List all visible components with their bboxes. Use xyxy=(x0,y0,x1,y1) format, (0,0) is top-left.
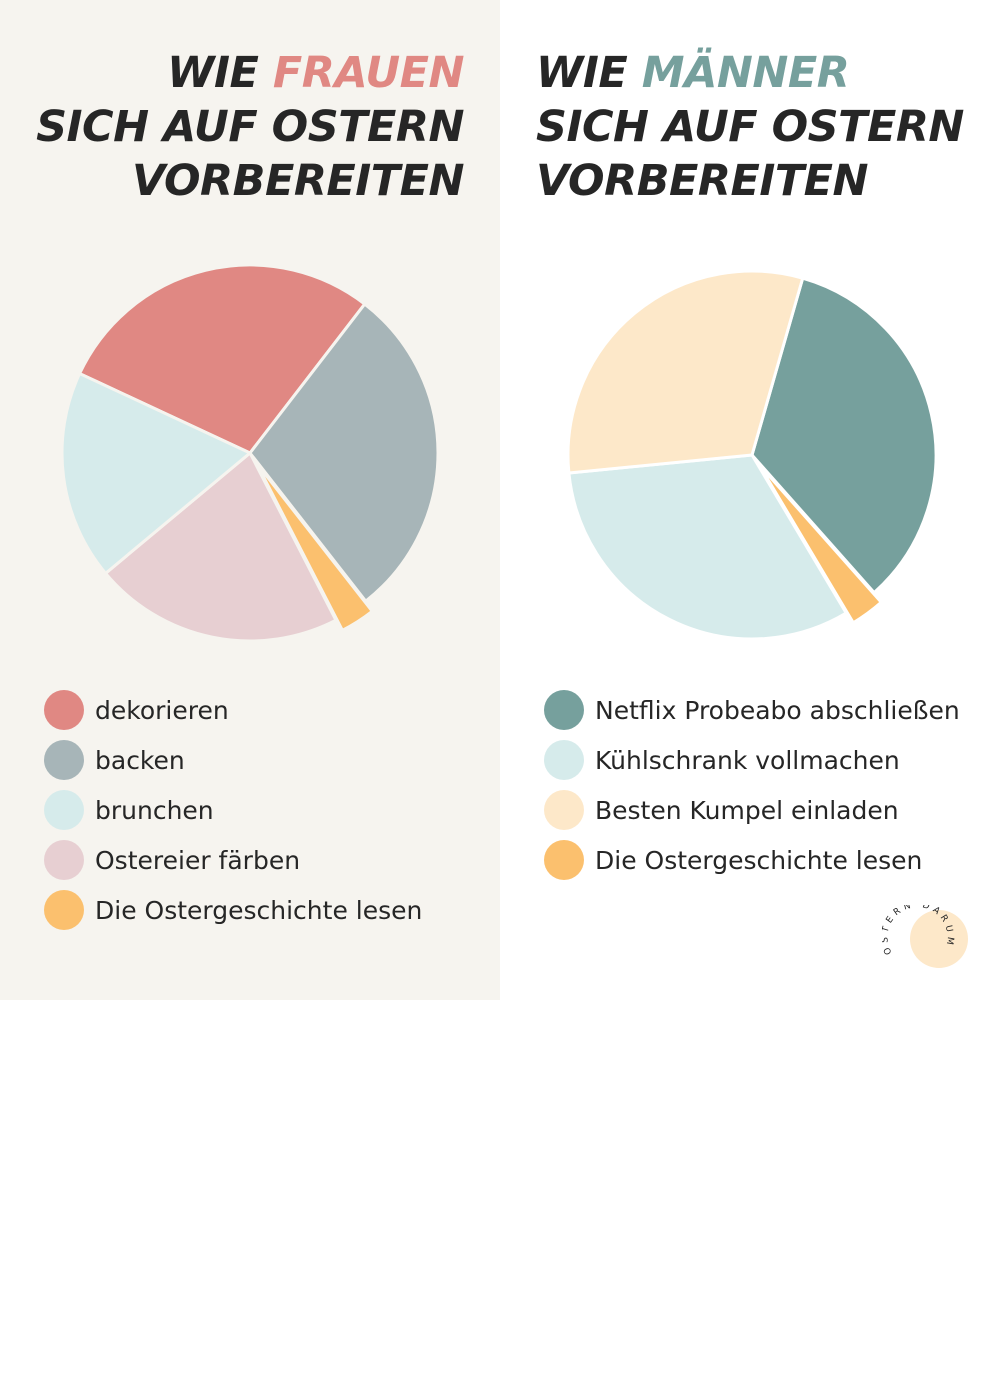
men-legend-item-netflix-probeabo-abschliessen: Netflix Probeabo abschließen xyxy=(544,690,960,730)
legend-label: brunchen xyxy=(95,795,214,825)
men-title-highlight: MÄNNER xyxy=(641,48,850,98)
women-legend-item-backen: backen xyxy=(44,740,422,780)
women-legend: dekorieren backen brunchen Ostereier färben… xyxy=(44,690,422,940)
logo-circle xyxy=(910,910,968,968)
women-title-line-3: VORBEREITEN xyxy=(131,156,465,206)
legend-swatch xyxy=(44,740,84,780)
legend-swatch xyxy=(544,840,584,880)
men-panel: WIE MÄNNER SICH AUF OSTERN VORBEREITEN N… xyxy=(500,0,1000,1000)
men-title-line-1: WIE MÄNNER xyxy=(536,46,964,100)
legend-swatch xyxy=(544,740,584,780)
men-title-line-3: VORBEREITEN xyxy=(536,156,869,206)
legend-label: Ostereier färben xyxy=(95,845,301,875)
legend-swatch xyxy=(544,790,584,830)
legend-label: Die Ostergeschichte lesen xyxy=(595,845,923,875)
men-slice-besten-kumpel-einladen xyxy=(566,269,805,475)
women-legend-item-brunchen: brunchen xyxy=(44,790,422,830)
legend-label: Kühlschrank vollmachen xyxy=(595,745,900,775)
women-title-line-2: SICH AUF OSTERN xyxy=(36,102,464,152)
women-slice-die-ostergeschichte-lesen xyxy=(254,461,374,632)
men-legend-item-besten-kumpel-einladen: Besten Kumpel einladen xyxy=(544,790,960,830)
women-slice-brunchen xyxy=(60,372,252,575)
legend-label: backen xyxy=(95,745,185,775)
women-panel: WIE FRAUEN SICH AUF OSTERN VORBEREITEN d… xyxy=(0,0,500,1000)
legend-swatch xyxy=(44,790,84,830)
legend-label: dekorieren xyxy=(95,695,229,725)
women-title-highlight: FRAUEN xyxy=(272,48,465,98)
women-title: WIE FRAUEN SICH AUF OSTERN VORBEREITEN xyxy=(36,46,464,208)
men-slice-die-ostergeschichte-lesen xyxy=(757,463,883,625)
women-pie-chart xyxy=(60,263,440,643)
men-slice-netflix-probeabo-abschliessen xyxy=(750,276,938,595)
legend-label: Die Ostergeschichte lesen xyxy=(95,895,423,925)
legend-label: Netflix Probeabo abschließen xyxy=(595,695,960,725)
women-slice-backen xyxy=(248,302,440,603)
legend-swatch xyxy=(544,690,584,730)
legend-label: Besten Kumpel einladen xyxy=(595,795,899,825)
women-title-prefix: WIE xyxy=(167,48,273,98)
women-legend-item-ostereier-faerben: Ostereier färben xyxy=(44,840,422,880)
women-legend-item-die-ostergeschichte-lesen: Die Ostergeschichte lesen xyxy=(44,890,422,930)
men-title-line-2: SICH AUF OSTERN xyxy=(536,102,964,152)
ostern-darum-logo: OSTERN DARUM xyxy=(882,905,968,968)
men-legend: Netflix Probeabo abschließen Kühlschrank … xyxy=(544,690,960,890)
women-slice-ostereier-faerben xyxy=(104,451,338,643)
women-legend-item-dekorieren: dekorieren xyxy=(44,690,422,730)
men-legend-item-kuehlschrank-vollmachen: Kühlschrank vollmachen xyxy=(544,740,960,780)
legend-swatch xyxy=(44,690,84,730)
legend-swatch xyxy=(44,840,84,880)
men-title-prefix: WIE xyxy=(536,48,642,98)
women-title-line-1: WIE FRAUEN xyxy=(36,46,464,100)
legend-swatch xyxy=(44,890,84,930)
men-title: WIE MÄNNER SICH AUF OSTERN VORBEREITEN xyxy=(536,46,964,208)
men-slice-kuehlschrank-vollmachen xyxy=(567,453,848,641)
men-pie-chart xyxy=(566,269,938,641)
men-legend-item-die-ostergeschichte-lesen: Die Ostergeschichte lesen xyxy=(544,840,960,880)
